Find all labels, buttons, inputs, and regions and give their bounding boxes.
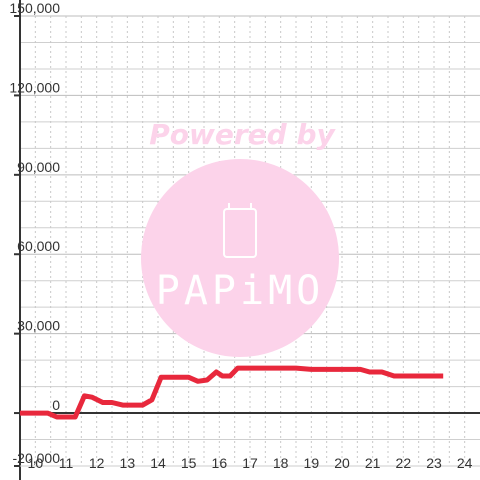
watermark: PAPiMO Powered by [141,118,339,357]
x-tick-label: 13 [120,455,136,471]
x-tick-label: 18 [273,455,289,471]
watermark-brand: PAPiMO [156,268,325,314]
y-tick-label: 60,000 [17,238,60,254]
series-layer [20,365,444,420]
x-tick-label: 16 [212,455,228,471]
x-tick-label: 14 [150,455,166,471]
x-tick-label: 20 [334,455,350,471]
watermark-tagline: Powered by [149,118,336,151]
x-tick-label: 17 [242,455,258,471]
y-tick-label: 30,000 [17,318,60,334]
x-tick-label: 12 [89,455,105,471]
x-tick-label: 11 [59,455,74,471]
x-tick-label: 21 [365,455,381,471]
x-tick-label: 15 [181,455,197,471]
y-tick-label: 150,000 [9,0,60,16]
x-tick-label: 19 [304,455,320,471]
x-tick-label: 24 [457,455,473,471]
series-line [20,365,444,420]
y-tick-label: -20,000 [13,450,61,466]
phone-icon [223,203,257,258]
x-tick-label: 22 [396,455,412,471]
axis-layer [14,0,480,480]
x-tick-label: 23 [426,455,442,471]
y-tick-label: 90,000 [17,159,60,175]
y-tick-label: 120,000 [9,79,60,95]
y-tick-label: 0 [52,397,60,413]
x-tick-label: 10 [28,455,44,471]
tick-labels: -20,000 0 30,000 60,000 90,000 120,000 150,000… [9,0,472,471]
